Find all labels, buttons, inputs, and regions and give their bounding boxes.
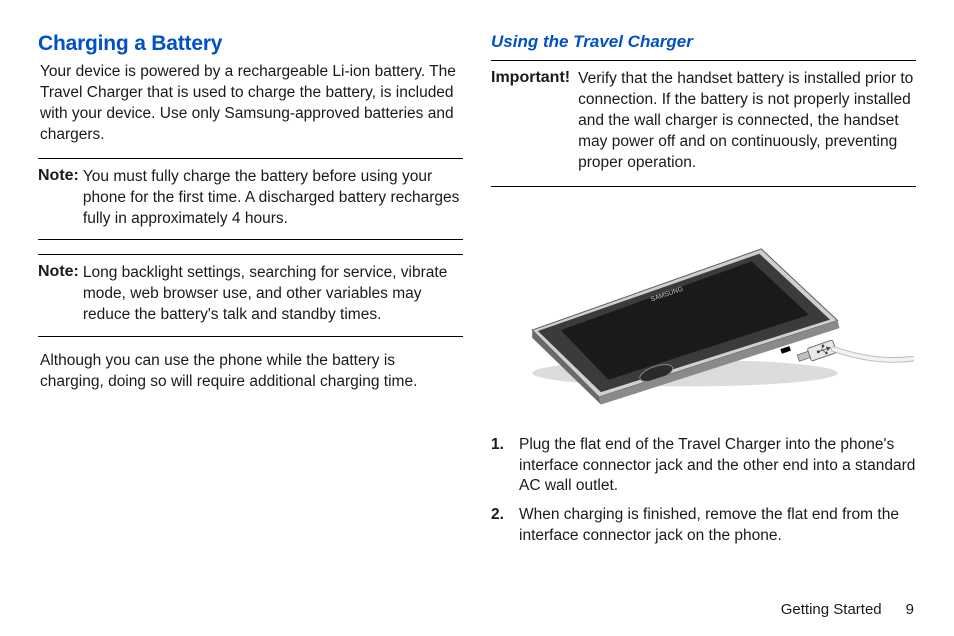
footer-page-number: 9 (906, 601, 914, 618)
manual-page: Charging a Battery Your device is powere… (0, 0, 954, 636)
steps-list: Plug the flat end of the Travel Charger … (491, 435, 916, 548)
footer-section-label: Getting Started (781, 601, 882, 618)
important-block: Important! Verify that the handset batte… (491, 60, 916, 187)
important-label: Important! (491, 69, 570, 86)
note-block-1: Note: You must fully charge the battery … (38, 158, 463, 241)
step-text: Plug the flat end of the Travel Charger … (519, 435, 916, 498)
step-item: When charging is finished, remove the fl… (491, 505, 916, 547)
important-body: Verify that the handset battery is insta… (578, 70, 913, 171)
page-footer: Getting Started 9 (38, 601, 916, 618)
note-body: You must fully charge the battery before… (83, 168, 460, 227)
step-item: Plug the flat end of the Travel Charger … (491, 435, 916, 498)
note-block-2: Note: Long backlight settings, searching… (38, 254, 463, 337)
charger-illustration: SAMSUNG (491, 201, 916, 421)
intro-paragraph: Your device is powered by a rechargeable… (40, 62, 463, 146)
phone-with-charger-svg: SAMSUNG (494, 206, 914, 416)
note-label: Note: (38, 263, 79, 280)
note-label: Note: (38, 167, 79, 184)
right-column: Using the Travel Charger Important! Veri… (491, 32, 916, 601)
section-heading: Charging a Battery (38, 32, 463, 56)
outro-paragraph: Although you can use the phone while the… (40, 351, 463, 393)
note-body: Long backlight settings, searching for s… (83, 264, 447, 323)
sub-heading: Using the Travel Charger (491, 32, 916, 52)
step-text: When charging is finished, remove the fl… (519, 505, 916, 547)
left-column: Charging a Battery Your device is powere… (38, 32, 463, 601)
two-column-layout: Charging a Battery Your device is powere… (38, 32, 916, 601)
